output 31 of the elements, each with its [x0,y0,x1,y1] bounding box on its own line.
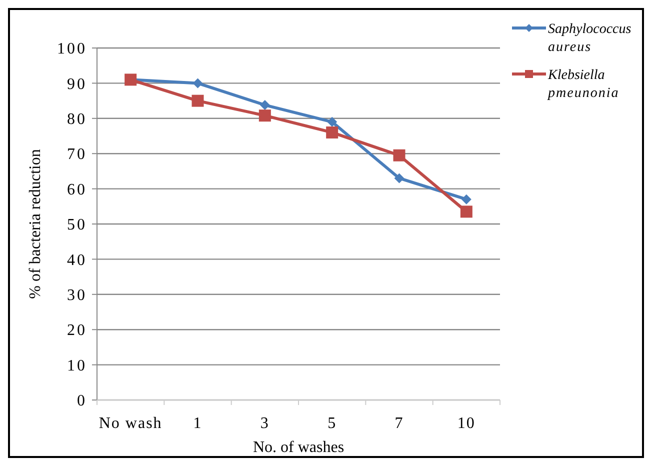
y-tick-label: 30 [67,287,87,304]
y-tick-label: 40 [67,252,87,269]
point [260,100,270,110]
y-tick-label: 10 [67,357,87,374]
y-tick-label: 50 [67,216,87,234]
x-tick-label: 1 [193,415,202,432]
x-tick-label: 7 [394,415,404,432]
y-axis-title: % of bacteria reduction [27,149,44,299]
point [394,173,404,184]
legend-label: Saphylococcus aureus [548,22,632,56]
x-axis-title: No. of washes [252,439,344,456]
y-tick-label: 20 [67,322,87,340]
point [258,110,271,122]
x-tick-label: 10 [457,415,476,432]
point [393,149,406,162]
legend-label: Klebsiella pmeunonia [547,68,620,102]
y-tick-label: 80 [67,111,87,128]
point [192,78,203,88]
point [327,116,338,127]
x-tick-label: No wash [98,415,162,432]
x-tick-label: 3 [260,415,270,432]
point [326,126,338,138]
point [461,194,472,204]
point [192,94,204,107]
x-tick-label: 5 [328,415,337,432]
point [460,206,472,218]
y-tick-label: 70 [67,146,87,164]
y-tick-label: 0 [77,392,87,410]
y-tick-label: 90 [67,76,87,93]
y-tick-label: 60 [67,181,87,198]
y-tick-label: 100 [57,40,87,58]
